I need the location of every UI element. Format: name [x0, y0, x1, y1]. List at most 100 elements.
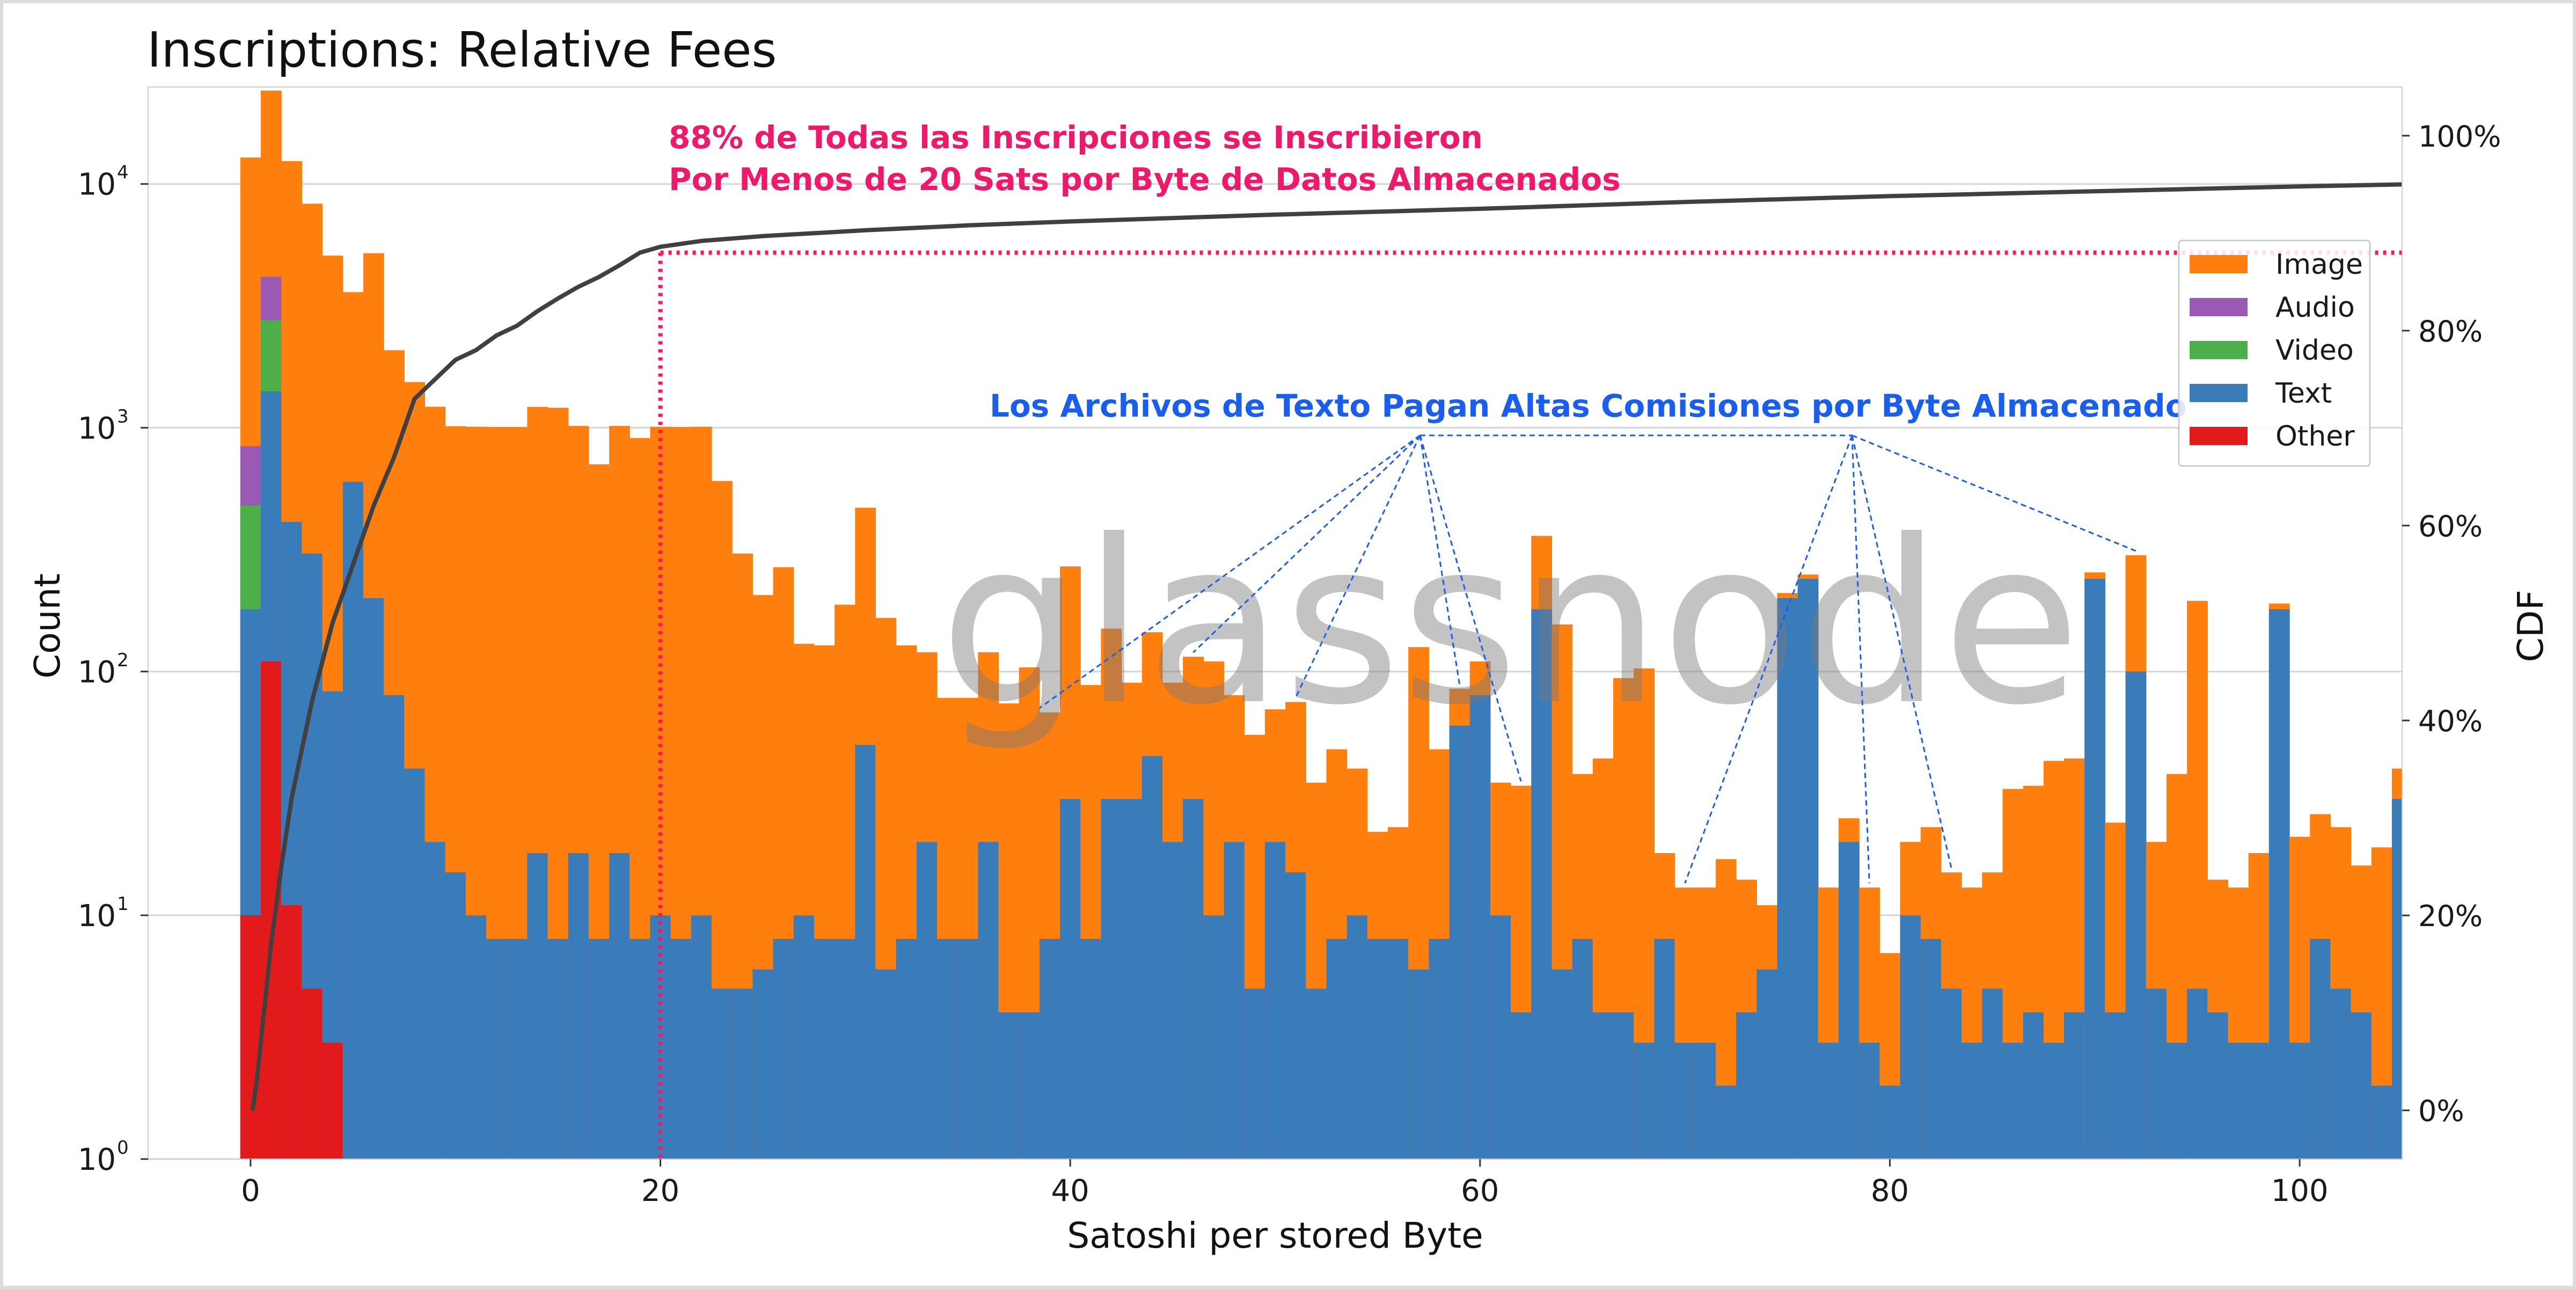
- bar-text-48: [1224, 842, 1245, 1159]
- bar-text-29: [835, 938, 855, 1159]
- bar-text-18: [609, 853, 630, 1159]
- y-tick-label-4: 10: [78, 168, 116, 202]
- legend: Image Audio Video Text Other: [2178, 239, 2371, 467]
- bar-text-52: [1306, 988, 1327, 1159]
- bar-text-101: [2310, 938, 2331, 1159]
- x-tick-label-0: 0: [241, 1174, 260, 1208]
- bar-text-19: [630, 938, 651, 1159]
- bar-text-75: [1777, 598, 1798, 1159]
- bar-text-44: [1141, 756, 1163, 1159]
- bar-text-71: [1695, 1043, 1716, 1159]
- legend-label-other: Other: [2275, 420, 2355, 453]
- bar-text-50: [1264, 842, 1286, 1159]
- annotation-pointer-7: [1851, 435, 1952, 869]
- annotation-pointer-6: [1851, 435, 1870, 884]
- bar-text-41: [1080, 938, 1102, 1159]
- bar-text-45: [1162, 842, 1183, 1159]
- legend-label-video: Video: [2275, 334, 2354, 367]
- bar-text-53: [1326, 938, 1348, 1159]
- bar-text-25: [752, 969, 774, 1159]
- bar-text-35: [957, 938, 978, 1159]
- bar-text-100: [2289, 1043, 2310, 1159]
- bar-text-64: [1552, 969, 1573, 1159]
- bar-text-68: [1634, 1043, 1655, 1159]
- y-tick-label-1: 10: [78, 899, 116, 934]
- bar-text-66: [1592, 1012, 1614, 1159]
- bar-text-17: [588, 938, 610, 1159]
- bar-text-82: [1920, 938, 1942, 1159]
- y-tick-exp-4: 4: [117, 162, 129, 184]
- bar-text-79: [1859, 1043, 1880, 1159]
- bar-text-6: [363, 598, 384, 1159]
- watermark-glassnode: glassnode: [940, 492, 2081, 755]
- bar-text-37: [998, 1012, 1020, 1159]
- bar-text-12: [486, 938, 507, 1159]
- bar-text-31: [875, 969, 897, 1159]
- reference-lines: [658, 250, 2402, 1159]
- bar-text-98: [2248, 1043, 2270, 1159]
- bar-text-88: [2043, 1043, 2065, 1159]
- legend-swatch-image: [2190, 255, 2248, 273]
- bar-other-1: [261, 661, 282, 1159]
- x-tick-label-100: 100: [2271, 1174, 2329, 1208]
- annotation-pointer-4: [1419, 435, 1522, 782]
- cdf-line: [250, 182, 2403, 1111]
- bar-text-23: [712, 988, 733, 1159]
- bar-other-0: [240, 915, 261, 1159]
- bar-text-61: [1490, 915, 1511, 1159]
- bar-text-55: [1367, 938, 1388, 1159]
- y2-tick-label-1: 20%: [2418, 899, 2483, 933]
- bar-text-7: [384, 695, 405, 1159]
- y2-tick-label-4: 80%: [2418, 315, 2483, 348]
- legend-swatch-text: [2190, 384, 2248, 402]
- chart-frame: glassnode 0 20 40 60 80 100 10 0 10 1 10 2 10 3 10 4 0% 2…: [3, 3, 2573, 1286]
- bar-text-5: [342, 482, 364, 1159]
- bar-text-93: [2146, 988, 2167, 1159]
- bar-text-102: [2330, 988, 2352, 1159]
- y-tick-label-3: 10: [78, 411, 116, 446]
- bar-text-105: [2391, 799, 2403, 1159]
- bar-text-9: [425, 842, 446, 1159]
- bar-text-91: [2105, 1012, 2126, 1159]
- bar-text-59: [1449, 725, 1470, 1159]
- bar-text-42: [1101, 799, 1122, 1159]
- y-tick-exp-3: 3: [117, 406, 129, 427]
- bar-text-28: [814, 938, 835, 1159]
- bar-text-34: [937, 938, 958, 1159]
- bar-text-43: [1121, 799, 1143, 1159]
- bar-text-97: [2228, 1043, 2249, 1159]
- bar-text-21: [670, 938, 692, 1159]
- annotation-pointer-1: [1192, 434, 1421, 653]
- chart-title: Inscriptions: Relative Fees: [147, 22, 777, 78]
- bar-text-85: [1982, 988, 2003, 1159]
- bar-text-80: [1879, 1086, 1901, 1159]
- bar-text-76: [1797, 579, 1819, 1159]
- y2-tick-label-0: 0%: [2418, 1094, 2464, 1128]
- annotation-pointer-3: [1419, 435, 1461, 685]
- bar-text-63: [1531, 609, 1553, 1159]
- bar-text-77: [1818, 1043, 1839, 1159]
- annotation-pct-line-1: Por Menos de 20 Sats por Byte de Datos A…: [669, 161, 1621, 198]
- bar-text-84: [1962, 1043, 1982, 1159]
- bar-text-27: [793, 915, 815, 1159]
- bar-text-15: [547, 938, 569, 1159]
- bar-text-30: [855, 745, 876, 1159]
- bar-text-40: [1060, 799, 1081, 1159]
- bar-text-60: [1469, 695, 1491, 1159]
- y2-tick-label-3: 60%: [2418, 509, 2483, 543]
- bar-text-36: [978, 842, 999, 1159]
- bar-text-90: [2084, 579, 2105, 1159]
- bar-text-47: [1203, 915, 1225, 1159]
- bar-text-24: [732, 988, 753, 1159]
- y-tick-label-2: 10: [78, 655, 116, 690]
- y-tick-exp-2: 2: [117, 650, 129, 671]
- bar-text-16: [568, 853, 589, 1159]
- bar-text-22: [691, 915, 712, 1159]
- bar-text-67: [1613, 1012, 1634, 1159]
- x-tick-label-60: 60: [1461, 1174, 1499, 1208]
- legend-swatch-other: [2190, 427, 2248, 445]
- plot-border: [148, 86, 2403, 1160]
- annotation-pointers: [1039, 434, 2136, 884]
- legend-label-image: Image: [2275, 249, 2363, 281]
